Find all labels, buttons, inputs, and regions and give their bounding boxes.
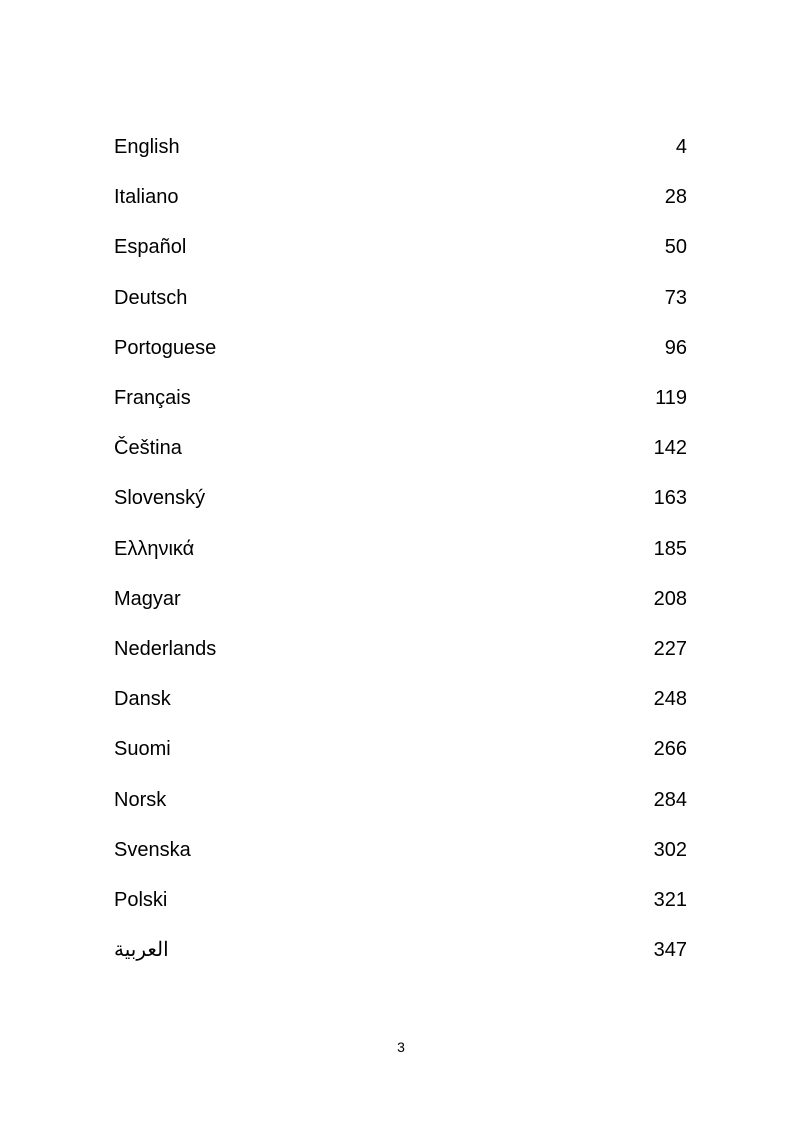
footer-page-number: 3 (397, 1039, 405, 1055)
toc-entry-row: العربية 347 (114, 925, 687, 975)
toc-entry-language-label: Slovenský (114, 487, 206, 510)
toc-entry-language-label: English (114, 136, 180, 159)
toc-entry-row: Svenska 302 (114, 825, 687, 875)
toc-entry-page-number: 284 (653, 788, 687, 811)
toc-entry-page-number: 185 (653, 537, 687, 560)
toc-entry-page-number: 347 (653, 939, 687, 962)
toc-entry-row: Polski 321 (114, 875, 687, 925)
toc-entry-row: Ελληνικά 185 (114, 524, 687, 574)
toc-entry-row: Deutsch 73 (114, 273, 687, 323)
toc-entry-page-number: 73 (664, 286, 687, 309)
toc-entry-language-label: Ελληνικά (114, 537, 195, 560)
toc-entry-language-label: Italiano (114, 186, 179, 209)
toc-entry-language-label: Deutsch (114, 286, 188, 309)
toc-entry-row: English 4 (114, 122, 687, 172)
toc-entry-row: Čeština 142 (114, 423, 687, 473)
toc-entry-row: Español 50 (114, 222, 687, 272)
toc-entry-language-label: Español (114, 236, 187, 259)
toc-entry-page-number: 119 (655, 387, 687, 410)
toc-entry-page-number: 96 (664, 336, 687, 359)
toc-entry-row: Portoguese 96 (114, 323, 687, 373)
toc-entry-page-number: 142 (653, 437, 687, 460)
toc-entry-language-label: Norsk (114, 788, 167, 811)
toc-entry-page-number: 321 (653, 888, 687, 911)
toc-list: English 4 Italiano 28 Español 50 Deutsch… (114, 122, 687, 975)
toc-entry-row: Dansk 248 (114, 674, 687, 724)
toc-entry-row: Norsk 284 (114, 774, 687, 824)
toc-entry-language-label: العربية (114, 939, 169, 962)
toc-entry-language-label: Dansk (114, 688, 171, 711)
toc-entry-page-number: 227 (653, 637, 687, 660)
toc-entry-language-label: Magyar (114, 587, 181, 610)
toc-entry-page-number: 248 (653, 688, 687, 711)
toc-entry-language-label: Suomi (114, 738, 171, 761)
toc-entry-page-number: 50 (664, 236, 687, 259)
toc-entry-page-number: 4 (675, 136, 687, 159)
toc-entry-page-number: 163 (653, 487, 687, 510)
toc-entry-row: Magyar 208 (114, 574, 687, 624)
toc-entry-language-label: Français (114, 387, 191, 410)
toc-entry-page-number: 266 (653, 738, 687, 761)
toc-entry-row: Nederlands 227 (114, 624, 687, 674)
toc-entry-language-label: Polski (114, 888, 168, 911)
toc-entry-row: Suomi 266 (114, 724, 687, 774)
toc-entry-row: Slovenský 163 (114, 473, 687, 523)
toc-entry-language-label: Svenska (114, 838, 191, 861)
toc-entry-page-number: 208 (653, 587, 687, 610)
toc-entry-language-label: Čeština (114, 437, 182, 460)
toc-entry-language-label: Nederlands (114, 637, 217, 660)
toc-entry-row: Français 119 (114, 373, 687, 423)
toc-entry-page-number: 28 (664, 186, 687, 209)
toc-entry-page-number: 302 (653, 838, 687, 861)
toc-entry-row: Italiano 28 (114, 172, 687, 222)
toc-entry-language-label: Portoguese (114, 336, 217, 359)
